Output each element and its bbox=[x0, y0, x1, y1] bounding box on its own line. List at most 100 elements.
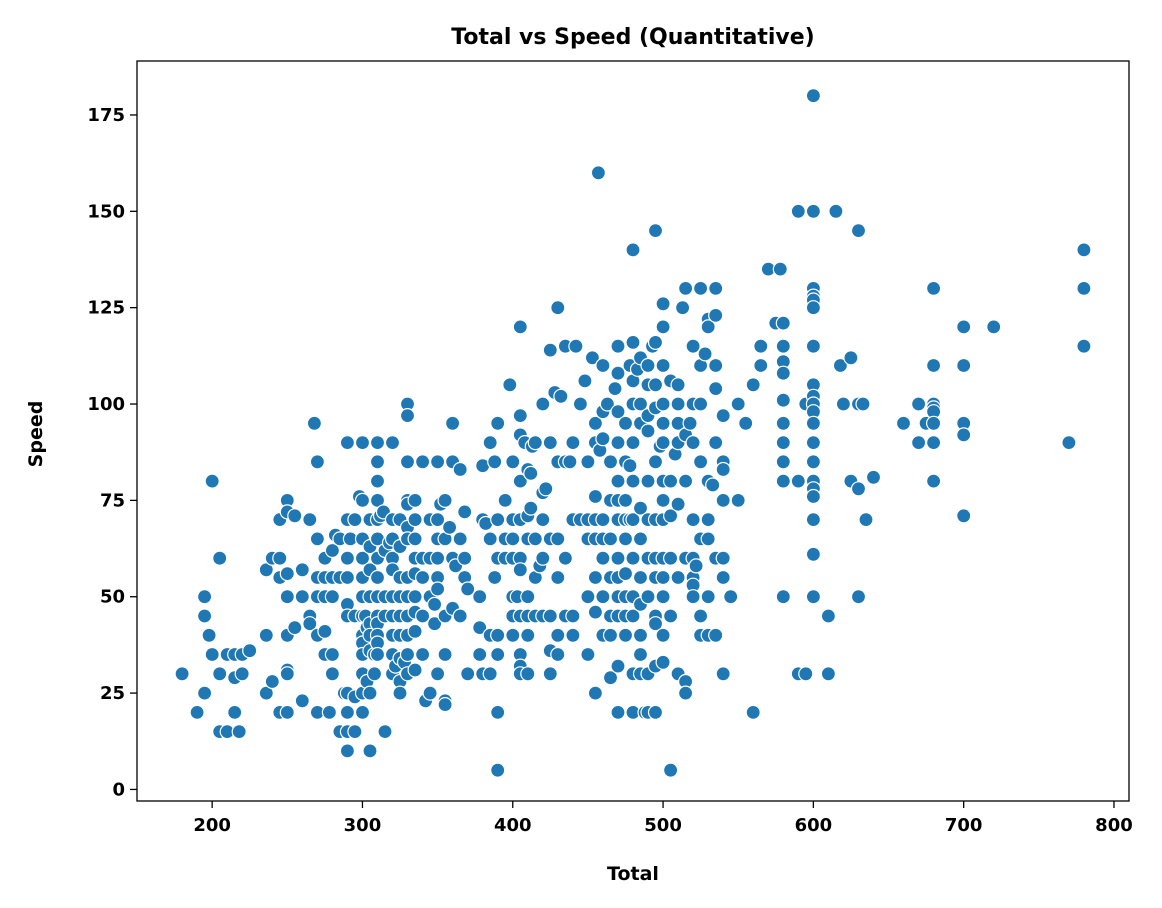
data-point bbox=[174, 666, 190, 682]
data-point bbox=[512, 319, 528, 335]
data-point bbox=[399, 646, 416, 663]
data-point bbox=[610, 338, 626, 354]
data-point bbox=[520, 627, 536, 643]
y-tick-label: 125 bbox=[87, 298, 125, 319]
data-point bbox=[572, 396, 589, 412]
data-point bbox=[625, 511, 641, 528]
data-point bbox=[535, 396, 551, 412]
y-axis-label: Speed bbox=[25, 401, 47, 468]
data-point bbox=[302, 616, 318, 632]
data-point bbox=[662, 608, 679, 624]
data-point bbox=[580, 589, 596, 605]
data-point bbox=[625, 334, 641, 350]
data-point bbox=[790, 473, 806, 489]
data-point bbox=[708, 627, 724, 643]
data-point bbox=[625, 435, 641, 451]
data-point bbox=[775, 315, 791, 331]
data-point bbox=[610, 704, 626, 721]
data-point bbox=[490, 511, 506, 528]
data-point bbox=[674, 300, 691, 316]
data-point bbox=[452, 608, 468, 624]
data-point bbox=[294, 693, 310, 709]
data-point bbox=[294, 589, 310, 605]
data-point bbox=[415, 608, 431, 624]
data-point bbox=[189, 704, 205, 721]
data-point bbox=[427, 616, 443, 632]
data-point bbox=[580, 454, 596, 470]
data-point bbox=[610, 365, 626, 381]
data-point bbox=[925, 280, 942, 296]
data-point bbox=[553, 388, 569, 404]
data-point bbox=[655, 296, 671, 312]
data-point bbox=[632, 627, 649, 643]
data-point bbox=[715, 666, 731, 682]
data-point bbox=[212, 666, 228, 682]
data-point bbox=[309, 454, 325, 470]
data-point bbox=[339, 569, 355, 586]
data-point bbox=[647, 223, 664, 239]
data-point bbox=[595, 431, 611, 447]
data-point bbox=[805, 203, 822, 219]
data-point bbox=[865, 469, 882, 485]
data-point bbox=[685, 435, 701, 451]
data-point bbox=[197, 608, 213, 624]
data-point bbox=[828, 203, 844, 219]
data-point bbox=[805, 589, 822, 605]
data-point bbox=[700, 589, 716, 605]
data-point bbox=[490, 762, 506, 778]
data-point bbox=[685, 511, 701, 528]
data-point bbox=[662, 473, 679, 489]
data-point bbox=[805, 300, 822, 316]
data-point bbox=[587, 488, 604, 505]
data-point bbox=[688, 558, 704, 574]
data-point bbox=[595, 511, 611, 528]
data-point bbox=[805, 488, 822, 505]
data-point bbox=[527, 531, 543, 547]
data-point bbox=[610, 435, 626, 451]
data-point bbox=[430, 511, 446, 528]
data-point bbox=[625, 550, 641, 566]
data-point bbox=[835, 396, 852, 412]
data-point bbox=[437, 646, 453, 663]
data-point bbox=[369, 646, 386, 663]
data-point bbox=[682, 415, 698, 431]
data-point bbox=[584, 350, 601, 366]
data-point bbox=[715, 550, 731, 566]
data-point bbox=[610, 550, 626, 566]
data-point bbox=[445, 415, 461, 431]
data-point bbox=[197, 685, 213, 701]
data-point bbox=[715, 408, 731, 424]
data-point bbox=[708, 357, 724, 374]
data-point bbox=[986, 319, 1002, 335]
data-point bbox=[197, 589, 213, 605]
data-point bbox=[632, 500, 649, 516]
data-point bbox=[535, 550, 551, 566]
data-point bbox=[775, 415, 791, 431]
data-point bbox=[279, 565, 295, 582]
data-point bbox=[366, 666, 383, 682]
data-point bbox=[855, 396, 871, 412]
data-point bbox=[723, 589, 739, 605]
data-point bbox=[523, 465, 539, 481]
data-point bbox=[430, 454, 446, 470]
data-point bbox=[422, 685, 438, 701]
data-point bbox=[452, 461, 468, 478]
data-point bbox=[354, 550, 371, 566]
data-point bbox=[565, 627, 581, 643]
data-point bbox=[775, 365, 791, 381]
data-point bbox=[730, 396, 746, 412]
data-point bbox=[647, 454, 664, 470]
x-tick-label: 700 bbox=[945, 815, 983, 836]
data-point bbox=[625, 608, 641, 624]
data-point bbox=[201, 627, 217, 643]
data-point bbox=[407, 589, 423, 605]
data-point bbox=[692, 454, 709, 470]
data-point bbox=[647, 616, 664, 632]
data-point bbox=[715, 461, 731, 478]
data-point bbox=[354, 435, 371, 451]
data-point bbox=[692, 608, 709, 624]
data-point bbox=[798, 666, 814, 682]
data-point bbox=[775, 589, 791, 605]
x-tick-label: 500 bbox=[644, 815, 682, 836]
data-point bbox=[772, 261, 788, 277]
